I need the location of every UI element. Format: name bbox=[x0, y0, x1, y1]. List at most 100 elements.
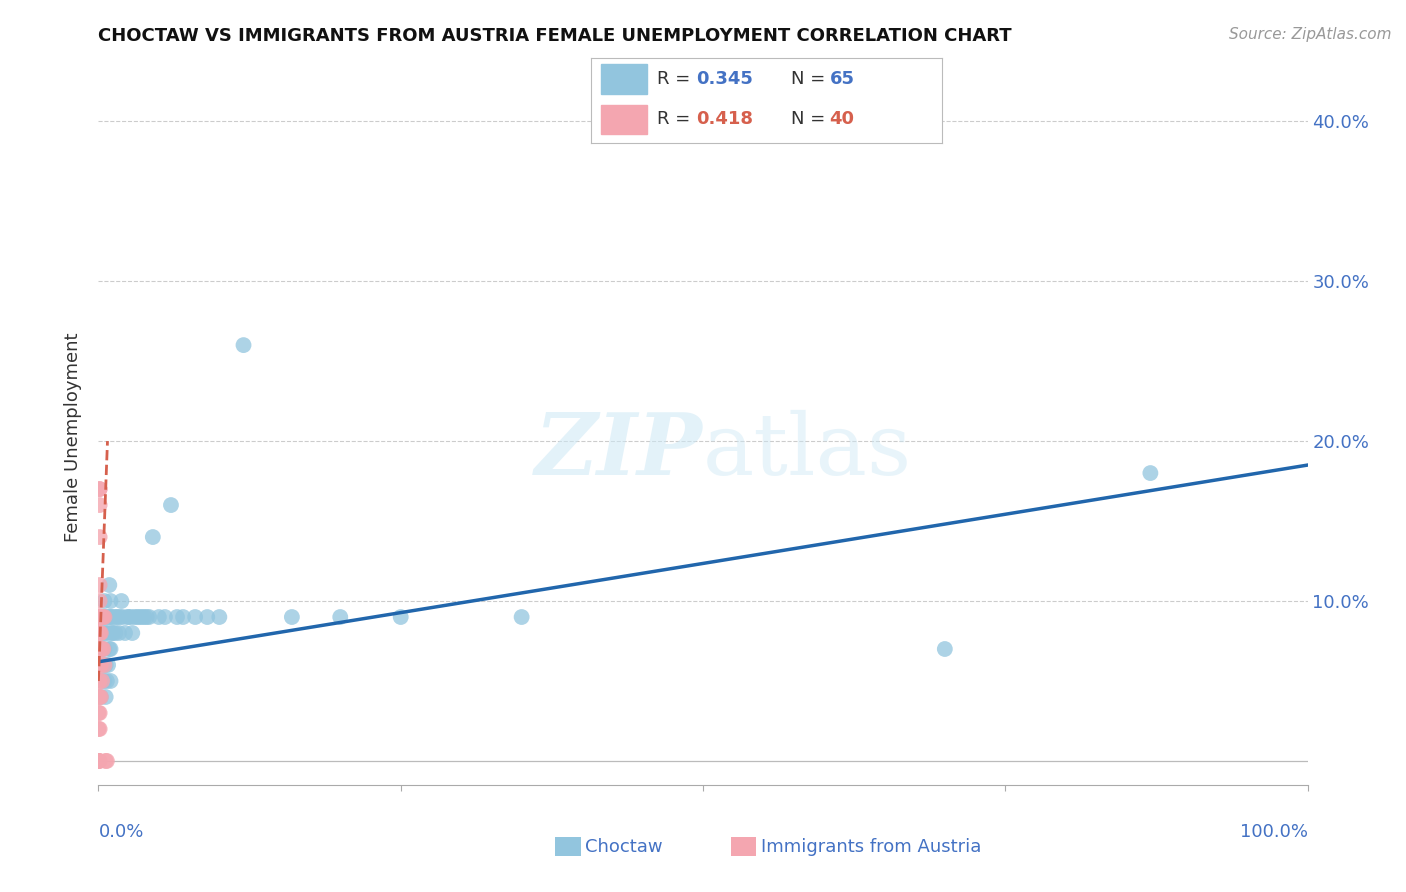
Point bbox=[108, 626, 131, 640]
Point bbox=[94, 754, 117, 768]
Point bbox=[184, 610, 207, 624]
Point bbox=[87, 754, 110, 768]
Text: Choctaw: Choctaw bbox=[585, 838, 662, 855]
Point bbox=[104, 626, 127, 640]
Text: R =: R = bbox=[657, 70, 696, 88]
Point bbox=[101, 626, 124, 640]
Text: Immigrants from Austria: Immigrants from Austria bbox=[761, 838, 981, 855]
Point bbox=[91, 642, 114, 657]
Point bbox=[124, 610, 146, 624]
Point bbox=[114, 626, 136, 640]
Point bbox=[89, 530, 111, 544]
Point bbox=[96, 673, 118, 688]
Point bbox=[94, 626, 117, 640]
Y-axis label: Female Unemployment: Female Unemployment bbox=[65, 333, 83, 541]
Point bbox=[100, 642, 122, 657]
Text: N =: N = bbox=[790, 110, 831, 128]
Point bbox=[118, 610, 141, 624]
Point bbox=[89, 578, 111, 592]
Point bbox=[96, 610, 118, 624]
Bar bbox=[602, 64, 647, 94]
Text: 0.0%: 0.0% bbox=[98, 823, 143, 841]
Point bbox=[90, 610, 112, 624]
Point bbox=[97, 626, 120, 640]
Point bbox=[160, 498, 183, 512]
Point bbox=[87, 673, 110, 688]
Point bbox=[134, 610, 156, 624]
Point bbox=[142, 530, 165, 544]
Point bbox=[89, 482, 111, 496]
Point bbox=[121, 626, 143, 640]
Point bbox=[91, 658, 114, 673]
Point bbox=[281, 610, 304, 624]
Point bbox=[107, 610, 129, 624]
Point bbox=[90, 690, 112, 704]
Point bbox=[108, 610, 131, 624]
Point bbox=[89, 498, 111, 512]
Point bbox=[87, 754, 110, 768]
Point bbox=[153, 610, 176, 624]
Point bbox=[96, 754, 118, 768]
Text: R =: R = bbox=[657, 110, 696, 128]
Text: atlas: atlas bbox=[703, 409, 912, 492]
Point bbox=[87, 754, 110, 768]
Point bbox=[166, 610, 188, 624]
Point bbox=[91, 610, 114, 624]
Text: 0.418: 0.418 bbox=[696, 110, 754, 128]
Point bbox=[89, 626, 111, 640]
Point bbox=[91, 673, 114, 688]
Text: Source: ZipAtlas.com: Source: ZipAtlas.com bbox=[1229, 27, 1392, 42]
Point bbox=[87, 690, 110, 704]
Point bbox=[87, 754, 110, 768]
Point bbox=[89, 706, 111, 720]
Point bbox=[148, 610, 170, 624]
Text: CHOCTAW VS IMMIGRANTS FROM AUSTRIA FEMALE UNEMPLOYMENT CORRELATION CHART: CHOCTAW VS IMMIGRANTS FROM AUSTRIA FEMAL… bbox=[98, 27, 1012, 45]
Point bbox=[90, 626, 112, 640]
Point bbox=[329, 610, 352, 624]
Point bbox=[89, 722, 111, 736]
Point bbox=[91, 673, 114, 688]
Point bbox=[138, 610, 160, 624]
Point bbox=[89, 594, 111, 608]
Point bbox=[91, 642, 114, 657]
Point bbox=[98, 642, 121, 657]
Point bbox=[89, 690, 111, 704]
Point bbox=[91, 610, 114, 624]
Point bbox=[89, 754, 111, 768]
Point bbox=[89, 642, 111, 657]
Point bbox=[89, 642, 111, 657]
Point bbox=[117, 610, 139, 624]
Point bbox=[90, 690, 112, 704]
Point bbox=[100, 610, 122, 624]
Point bbox=[90, 658, 112, 673]
Point bbox=[89, 610, 111, 624]
Point bbox=[208, 610, 231, 624]
Point bbox=[89, 482, 111, 496]
Point bbox=[195, 610, 218, 624]
Point bbox=[94, 658, 117, 673]
Text: 65: 65 bbox=[830, 70, 855, 88]
Point bbox=[135, 610, 157, 624]
Text: 0.345: 0.345 bbox=[696, 70, 752, 88]
Point bbox=[128, 610, 150, 624]
Point bbox=[87, 722, 110, 736]
Point bbox=[91, 642, 114, 657]
Text: 100.0%: 100.0% bbox=[1240, 823, 1308, 841]
Point bbox=[232, 338, 254, 352]
Point bbox=[100, 626, 122, 640]
Point bbox=[94, 690, 117, 704]
Point bbox=[103, 610, 125, 624]
Point bbox=[91, 610, 114, 624]
Point bbox=[100, 610, 122, 624]
Point bbox=[105, 610, 128, 624]
Point bbox=[98, 610, 121, 624]
Point bbox=[111, 610, 134, 624]
Point bbox=[93, 658, 115, 673]
Point bbox=[93, 642, 115, 657]
Point bbox=[89, 610, 111, 624]
Point bbox=[934, 642, 956, 657]
Point bbox=[100, 673, 122, 688]
Point bbox=[510, 610, 533, 624]
Bar bbox=[602, 104, 647, 134]
Point bbox=[93, 610, 115, 624]
